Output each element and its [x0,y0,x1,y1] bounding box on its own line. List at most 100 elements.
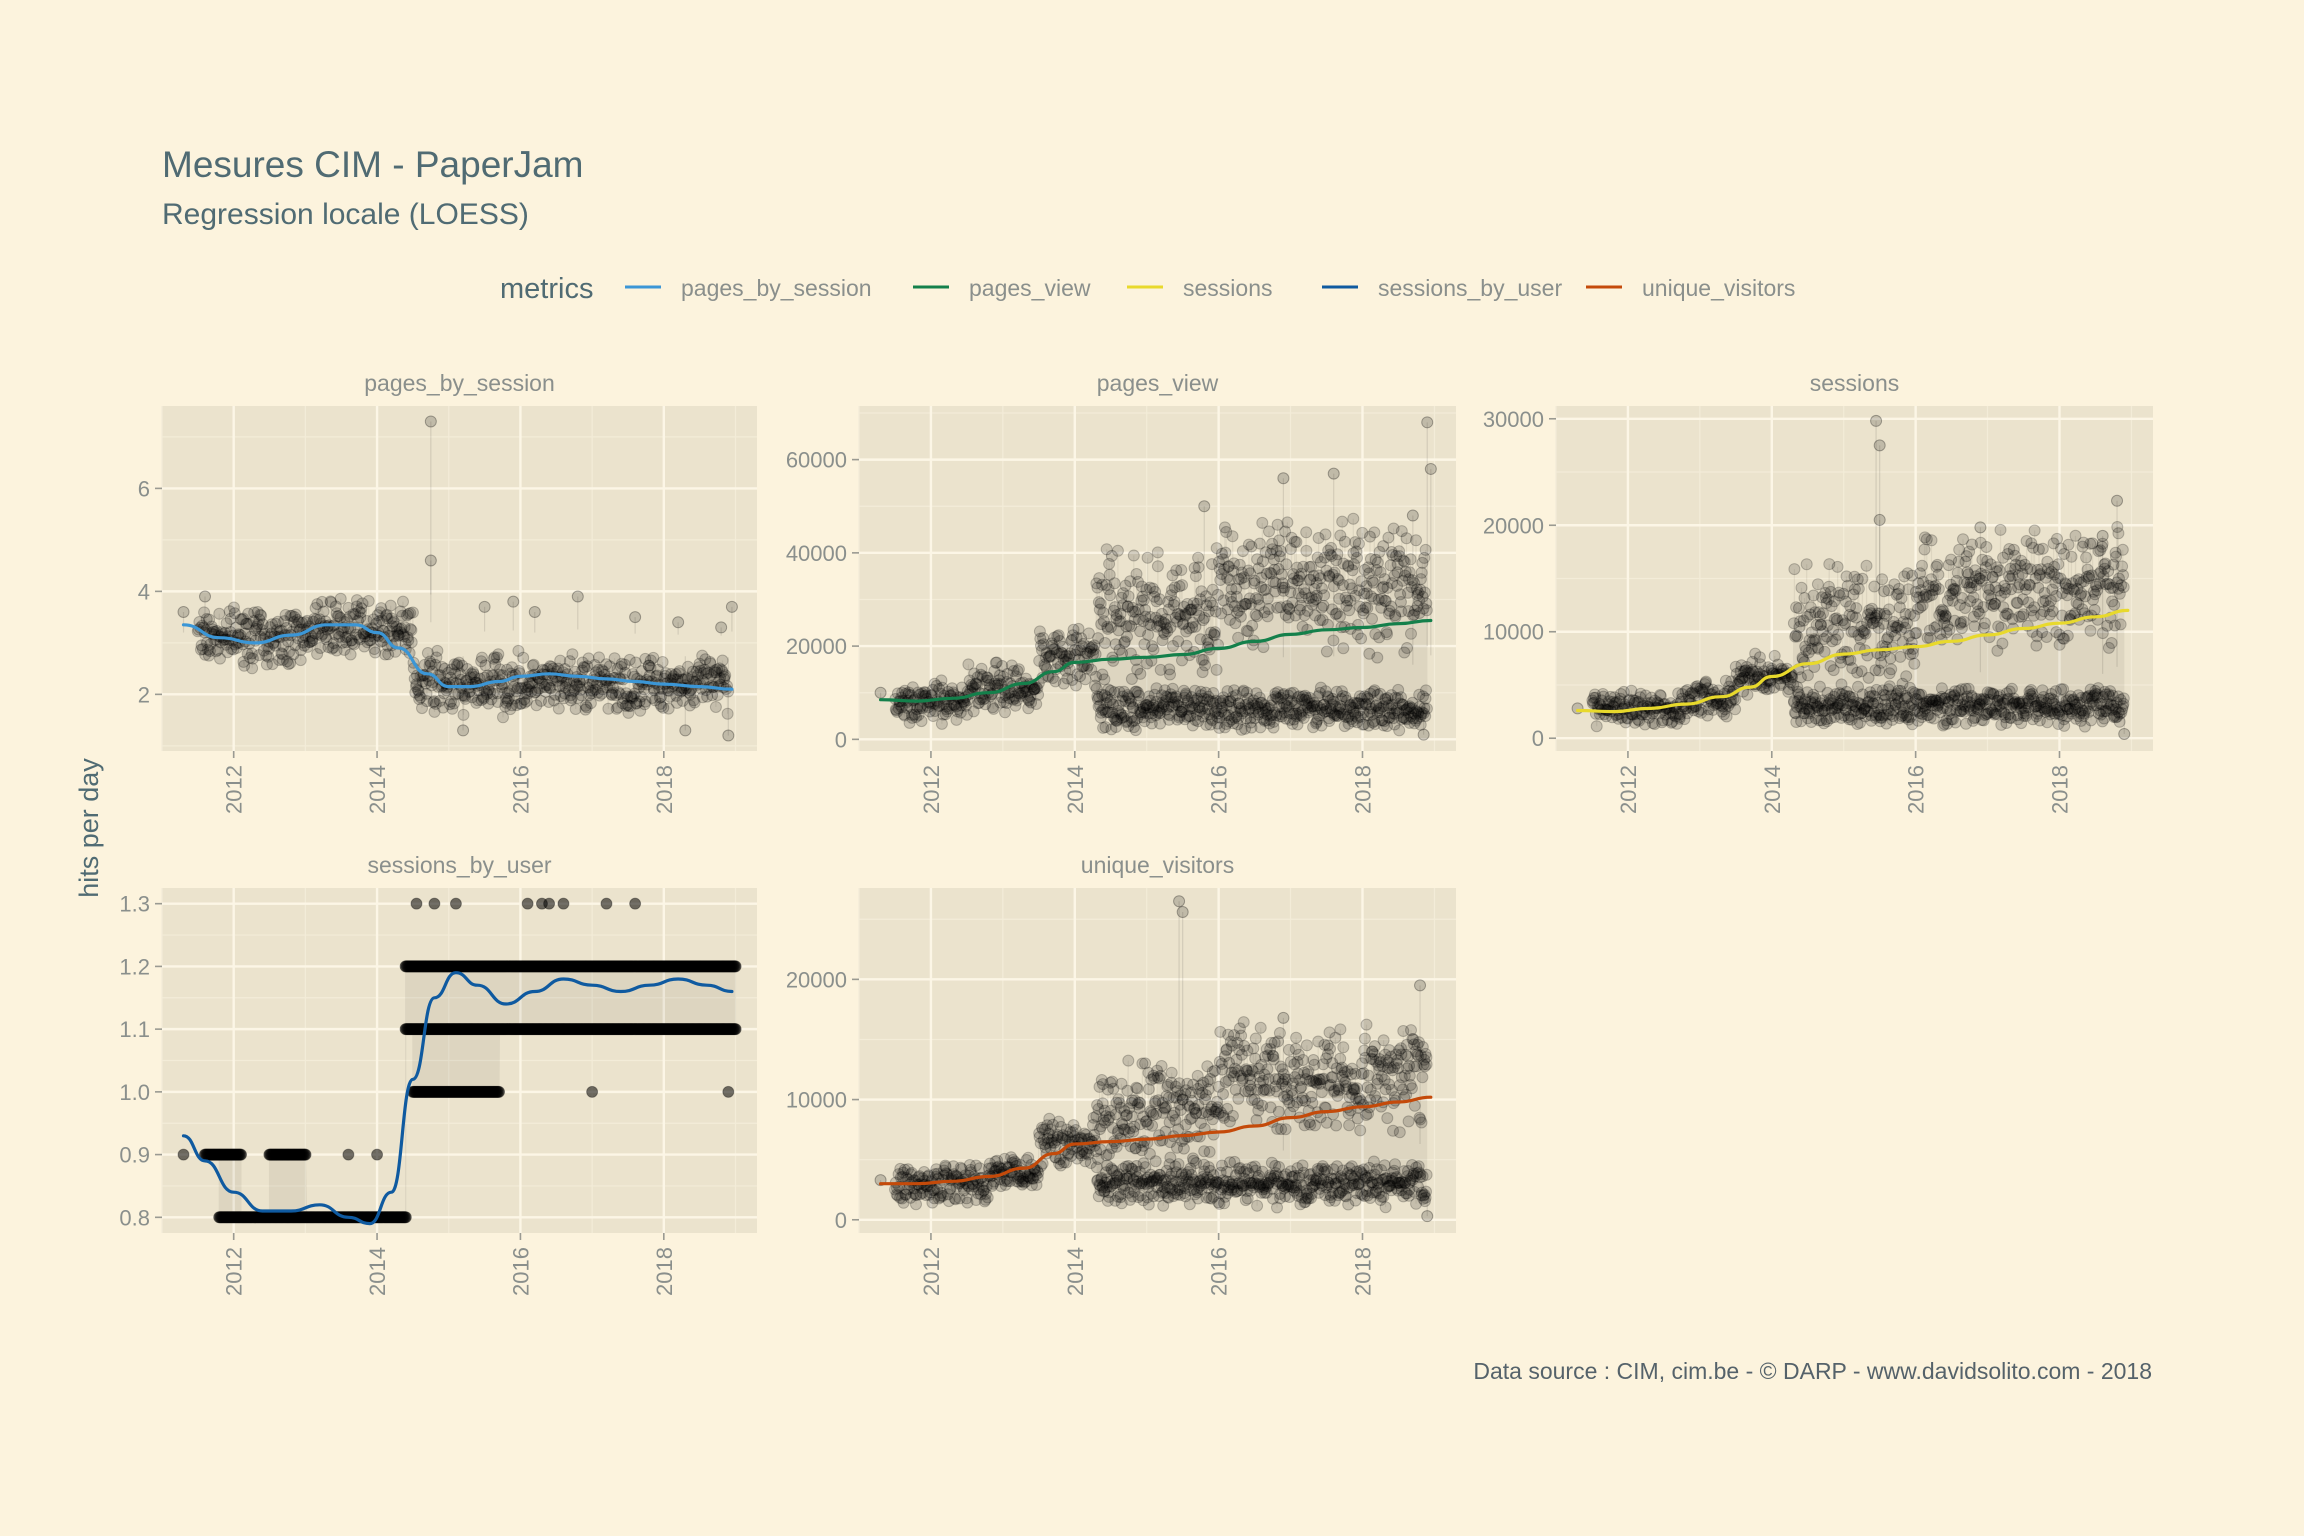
data-point [606,686,619,699]
data-point [1189,570,1202,583]
data-point [1038,658,1051,671]
y-tick-label: 6 [138,476,150,501]
data-point [399,1211,412,1224]
data-point [241,617,253,630]
data-point [277,640,290,653]
data-point [1061,672,1074,685]
data-point [246,652,259,665]
data-point [521,687,534,700]
data-point [354,606,367,619]
data-point [1171,615,1184,628]
data-point [1146,1119,1159,1132]
data-point [334,592,347,605]
data-point [905,708,918,721]
data-point [500,692,512,705]
data-point [1189,620,1202,633]
data-point [278,615,291,628]
data-point [246,662,259,675]
data-point [618,658,631,671]
data-point [401,631,414,644]
data-point [587,684,599,697]
outlier-point [600,897,613,910]
data-point [1016,686,1029,699]
data-point [705,668,718,681]
data-point [234,613,247,626]
data-point [269,617,282,630]
data-point [702,666,715,679]
data-point [380,610,392,622]
data-point [298,639,311,652]
chart-subtitle: Regression locale (LOESS) [162,198,529,231]
y-tick-label: 1.3 [119,892,150,917]
data-point [1320,645,1333,658]
data-point [573,680,586,693]
data-point [380,608,393,621]
data-point [528,686,541,699]
data-point [1143,617,1155,630]
data-point [1200,590,1212,603]
data-point [1176,618,1189,631]
data-point [2112,527,2125,540]
data-point [202,643,214,656]
data-point [940,700,953,713]
data-point [1166,584,1178,597]
outlier-point [722,729,735,742]
data-point [1108,577,1121,590]
data-point [396,609,409,622]
outlier-point [672,616,685,629]
data-point [544,660,557,673]
data-point [332,627,345,640]
data-point [665,668,678,680]
data-point [896,686,909,699]
data-point [1795,581,1808,594]
data-point [1908,657,1921,670]
data-point [369,646,382,659]
data-point [1154,663,1167,676]
data-point [1420,684,1432,697]
outlier-point [1873,439,1886,452]
data-point [196,643,209,655]
data-point [1089,679,1101,692]
data-point [582,681,594,694]
data-point [280,622,293,634]
data-point [1167,640,1179,652]
data-point [1057,653,1070,666]
data-point [1170,564,1183,577]
panel-title: unique_visitors [1081,852,1234,878]
data-point [494,663,506,676]
data-point [1044,650,1057,663]
data-point [699,653,712,666]
data-point [687,694,700,707]
data-point [696,691,709,704]
data-point [1957,615,1970,628]
data-point [330,644,343,657]
data-point [619,699,632,712]
data-point [1159,613,1172,626]
data-point [1196,653,1208,666]
data-point [410,678,423,691]
data-point [935,717,948,730]
data-point [980,674,993,687]
data-point [1056,647,1068,660]
outlier-point [586,1085,599,1098]
data-point [230,641,243,654]
data-point [1337,642,1350,655]
data-point [381,612,394,625]
data-point [294,654,307,667]
data-point [1149,611,1162,624]
data-point [425,679,438,692]
data-point [2061,629,2074,642]
data-point [580,701,593,714]
data-point [393,623,406,636]
data-point [1037,638,1050,651]
data-point [459,692,472,705]
data-point [234,1148,247,1161]
data-point [638,683,651,696]
data-point [926,683,939,696]
outlier-point [342,1148,355,1161]
data-point [1852,582,1865,595]
points-layer [177,415,738,742]
